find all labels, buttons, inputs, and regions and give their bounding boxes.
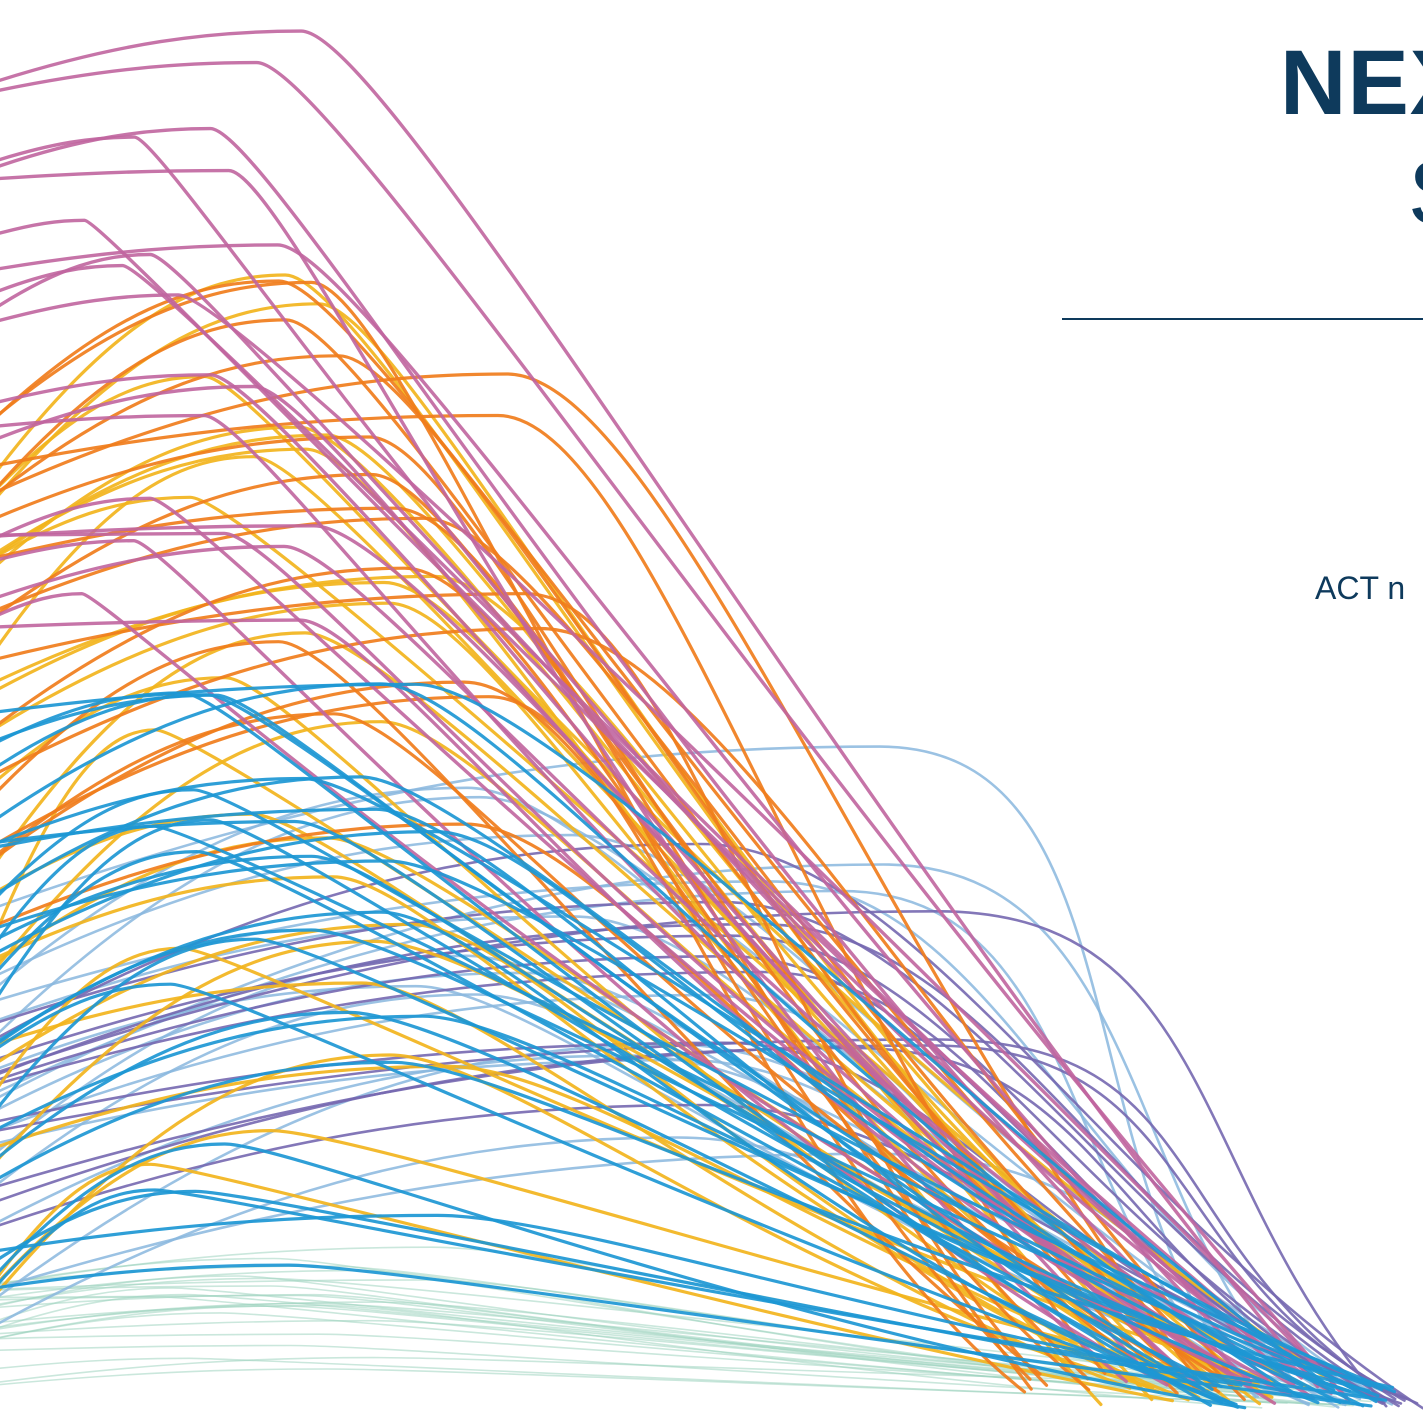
mint-curve [0, 1275, 1269, 1390]
magenta-curve [0, 524, 1152, 1378]
yellow-curve [0, 1128, 1248, 1386]
orange-curve [0, 372, 1202, 1385]
blue-curve [0, 693, 1214, 1391]
orange-curve [0, 516, 1218, 1389]
orange-curve [0, 712, 1232, 1375]
yellow-curve [0, 1162, 1174, 1403]
blue-curve [0, 691, 1212, 1407]
yellow-curve [0, 939, 1274, 1399]
blue-curve [0, 859, 1384, 1392]
blue-curve [0, 1010, 1224, 1405]
blue-curve [0, 1189, 1243, 1387]
yellow-curve [0, 495, 1274, 1404]
magenta-curve [0, 135, 1334, 1395]
title-divider [1062, 318, 1423, 320]
cover-title: NEX [1280, 32, 1423, 134]
blue-curve [0, 807, 1205, 1391]
orange-curve [0, 435, 1150, 1372]
blue-curve [0, 682, 1302, 1399]
magenta-curve [0, 293, 1348, 1399]
mint-curve [0, 1356, 1323, 1387]
blue-curve [0, 819, 1236, 1406]
magenta-curve [0, 384, 1206, 1393]
blue-curve [0, 775, 1342, 1405]
blue-curve [0, 1263, 1373, 1408]
blue-curve [0, 1142, 1247, 1410]
blue-curve [0, 682, 1336, 1392]
magenta-curve [0, 168, 1128, 1384]
cover-tagline: ACT n [1315, 570, 1406, 606]
light-blue-curve [0, 863, 1314, 1401]
yellow-curve [0, 1053, 1155, 1390]
mint-curve [0, 1333, 1283, 1396]
blue-curve [0, 928, 1380, 1398]
blue-curve [0, 818, 1320, 1405]
orange-curve [0, 280, 1032, 1381]
mint-curve [0, 1257, 1335, 1408]
yellow-curve [0, 433, 1219, 1384]
magenta-curve [0, 413, 1277, 1405]
magenta-curve [0, 544, 1316, 1400]
purple-curve [0, 900, 1400, 1408]
magenta-curve [0, 60, 1351, 1404]
magenta-curve [0, 538, 1169, 1387]
magenta-curve [0, 243, 1272, 1385]
blue-curve [0, 1060, 1395, 1389]
magenta-curve [0, 218, 1330, 1391]
blue-curve [0, 824, 1365, 1408]
mint-curve [0, 1287, 1262, 1388]
orange-curve [0, 354, 1179, 1395]
purple-curve [0, 909, 1388, 1408]
mint-curve [0, 1357, 1351, 1406]
mint-curve [0, 1293, 1271, 1404]
blue-curve [0, 982, 1238, 1406]
mint-curve [0, 1304, 1263, 1409]
magenta-curve [0, 29, 1320, 1389]
mint-curve [0, 1344, 1354, 1407]
purple-curve [0, 934, 1384, 1403]
blue-curve [0, 693, 1304, 1387]
magenta-curve [0, 496, 1251, 1380]
yellow-curve [0, 601, 1191, 1388]
blue-curve [0, 788, 1397, 1394]
magenta-curve [0, 618, 1293, 1397]
orange-curve [0, 680, 1091, 1392]
orange-curve [0, 279, 1246, 1402]
orange-curve [0, 413, 1107, 1375]
mint-curve [0, 1293, 1337, 1398]
magenta-curve [0, 252, 1304, 1380]
cover-subtitle: S [1408, 138, 1423, 248]
orange-curve [0, 318, 1204, 1396]
magenta-curve [0, 591, 1252, 1385]
yellow-curve [0, 374, 1332, 1382]
